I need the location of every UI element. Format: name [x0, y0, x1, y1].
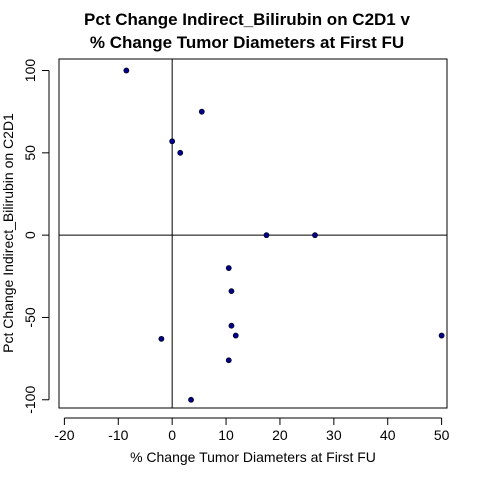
chart-title-line1: Pct Change Indirect_Bilirubin on C2D1 v	[84, 10, 410, 29]
data-points	[123, 67, 445, 403]
x-tick-label: -20	[54, 427, 74, 443]
y-tick-label: 100	[22, 59, 38, 83]
plot-frame	[58, 58, 448, 409]
data-point	[263, 232, 270, 239]
data-point	[225, 265, 232, 271]
data-point	[312, 232, 318, 239]
data-point	[225, 357, 232, 364]
data-point	[198, 108, 205, 115]
data-point	[123, 67, 130, 74]
y-axis: -100 -50 0 50 100	[22, 59, 50, 414]
data-point	[188, 396, 194, 403]
chart-title-line2: % Change Tumor Diameters at First FU	[90, 33, 404, 52]
x-tick-label: 10	[218, 427, 234, 443]
data-point	[232, 332, 239, 339]
data-point	[228, 322, 235, 329]
x-tick-label: 20	[272, 427, 288, 443]
x-axis: -20 -10 0 10 20 30 40 50	[54, 417, 450, 443]
y-axis-label: Pct Change Indirect_Bilirubin on C2D1	[0, 113, 16, 353]
data-point	[169, 138, 176, 145]
y-tick-label: -100	[22, 386, 38, 414]
x-tick-label: 40	[380, 427, 396, 443]
y-tick-label: 0	[22, 231, 38, 239]
data-point	[228, 288, 235, 295]
x-axis-label: % Change Tumor Diameters at First FU	[130, 449, 376, 465]
data-point	[177, 149, 184, 156]
reference-lines	[59, 59, 447, 408]
y-tick-label: -50	[22, 307, 38, 327]
x-tick-label: 0	[168, 427, 176, 443]
y-tick-label: 50	[22, 145, 38, 161]
x-tick-label: 30	[326, 427, 342, 443]
data-point	[158, 335, 165, 342]
x-tick-label: -10	[108, 427, 128, 443]
x-tick-label: 50	[434, 427, 450, 443]
data-point	[438, 332, 445, 339]
